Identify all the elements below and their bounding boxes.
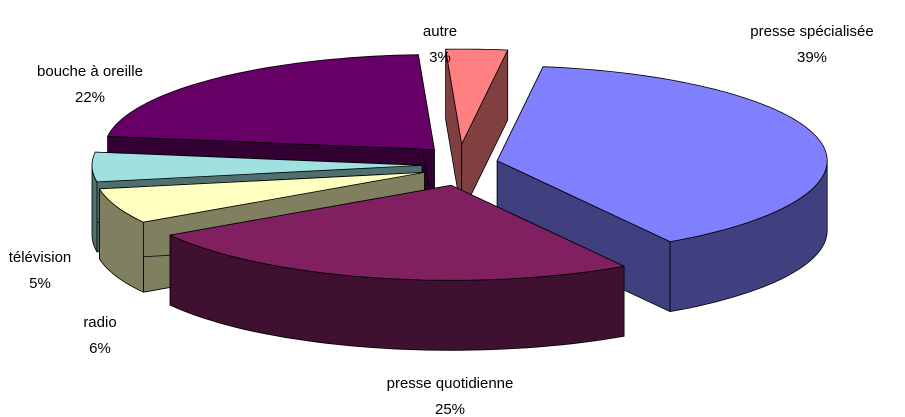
slice-label: presse spécialisée <box>750 23 873 40</box>
slice-label: télévision <box>9 249 72 266</box>
slice-value-label: 25% <box>435 401 465 417</box>
slice-top <box>99 172 425 223</box>
slice-top <box>445 48 509 145</box>
slice-label: presse quotidienne <box>387 375 514 392</box>
slice-top <box>496 66 828 242</box>
slice-top <box>107 54 435 150</box>
slice-value-label: 3% <box>429 49 451 66</box>
slice-label: radio <box>83 314 116 331</box>
slice-value-label: 22% <box>75 89 105 106</box>
slice-label: autre <box>423 23 457 40</box>
slice-top <box>91 151 423 183</box>
slice-label: bouche à oreille <box>37 63 143 80</box>
slice-top <box>169 184 625 281</box>
slice-value-label: 39% <box>797 49 827 66</box>
slice-value-label: 6% <box>89 340 111 357</box>
slice-value-label: 5% <box>29 275 51 292</box>
